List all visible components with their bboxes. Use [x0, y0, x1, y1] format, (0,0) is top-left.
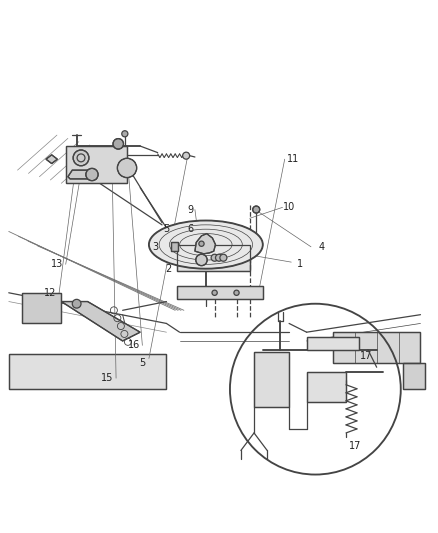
- Polygon shape: [171, 243, 178, 251]
- Polygon shape: [46, 155, 57, 164]
- Polygon shape: [61, 302, 140, 341]
- Text: 5: 5: [139, 358, 145, 368]
- Text: 5: 5: [163, 224, 170, 235]
- Circle shape: [196, 254, 207, 265]
- Text: 6: 6: [187, 224, 194, 235]
- Polygon shape: [403, 363, 425, 389]
- Circle shape: [199, 241, 204, 246]
- Circle shape: [212, 290, 217, 295]
- Circle shape: [117, 158, 137, 177]
- Text: 4: 4: [319, 242, 325, 252]
- Polygon shape: [307, 336, 359, 350]
- Circle shape: [183, 152, 190, 159]
- Text: 17: 17: [360, 351, 372, 361]
- Text: 11: 11: [287, 154, 300, 164]
- Text: 16: 16: [127, 341, 140, 350]
- Circle shape: [215, 254, 223, 261]
- Polygon shape: [177, 286, 263, 300]
- Circle shape: [234, 290, 239, 295]
- Circle shape: [220, 254, 227, 261]
- Polygon shape: [177, 245, 250, 271]
- Text: 10: 10: [283, 203, 295, 212]
- Text: 2: 2: [166, 264, 172, 273]
- Circle shape: [253, 206, 260, 213]
- Text: 15: 15: [101, 373, 113, 383]
- Circle shape: [86, 168, 98, 181]
- Polygon shape: [22, 293, 61, 324]
- Circle shape: [211, 254, 218, 261]
- Circle shape: [122, 131, 128, 137]
- Text: 1: 1: [297, 260, 303, 269]
- Polygon shape: [9, 354, 166, 389]
- Polygon shape: [195, 233, 215, 254]
- Ellipse shape: [149, 221, 263, 269]
- Text: 13: 13: [51, 260, 63, 269]
- Text: 17: 17: [349, 441, 361, 451]
- Polygon shape: [254, 352, 289, 407]
- Text: 9: 9: [187, 205, 194, 215]
- Circle shape: [113, 139, 124, 149]
- Text: 3: 3: [152, 242, 159, 252]
- Polygon shape: [66, 146, 127, 183]
- Circle shape: [73, 150, 89, 166]
- Polygon shape: [68, 170, 96, 179]
- Polygon shape: [307, 372, 346, 402]
- Text: 12: 12: [44, 288, 57, 298]
- Polygon shape: [333, 332, 420, 363]
- Circle shape: [72, 300, 81, 308]
